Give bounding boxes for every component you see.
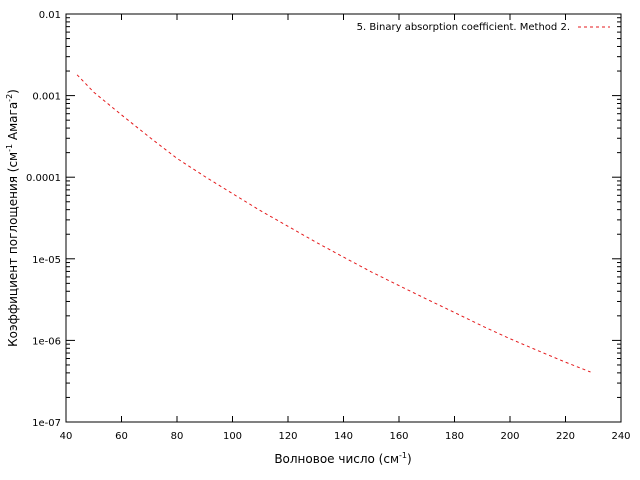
y-axis-title-main: Коэффициент поглощения (см — [6, 152, 20, 347]
x-tick-label: 80 — [171, 431, 184, 442]
series-layer — [76, 74, 591, 373]
y-axis-title-end: ) — [6, 89, 20, 94]
x-tick-label: 120 — [278, 431, 297, 442]
y-axis-title-sup1: -1 — [5, 144, 14, 152]
x-axis-ticks: 40 60 80 100 120 140 160 180 200 220 240 — [60, 14, 631, 442]
y-axis-ticks: 1e-07 1e-06 1e-05 0.0001 0.001 0.01 — [26, 10, 621, 429]
legend-label: 5. Binary absorption coefficient. Method… — [357, 22, 570, 33]
x-axis-title-end: ) — [407, 452, 412, 466]
y-tick-label: 0.001 — [32, 92, 61, 103]
legend: 5. Binary absorption coefficient. Method… — [357, 22, 610, 33]
x-tick-label: 140 — [334, 431, 353, 442]
x-axis-title: Волновое число (см-1) — [274, 451, 411, 466]
x-tick-label: 40 — [60, 431, 73, 442]
y-tick-label: 0.0001 — [26, 173, 61, 184]
x-axis-title-main: Волновое число (см — [274, 452, 399, 466]
y-tick-label: 1e-06 — [32, 336, 61, 347]
plot-area — [65, 13, 622, 423]
x-axis-title-sup: -1 — [399, 451, 407, 460]
x-tick-label: 60 — [115, 431, 128, 442]
plot-frame — [65, 13, 622, 423]
x-tick-label: 160 — [389, 431, 408, 442]
y-tick-label: 1e-05 — [32, 255, 61, 266]
x-tick-label: 240 — [611, 431, 630, 442]
x-tick-label: 180 — [445, 431, 464, 442]
y-axis-title-mid: Амага — [6, 102, 20, 144]
y-axis-title-sup2: -2 — [5, 94, 14, 102]
x-tick-label: 200 — [500, 431, 519, 442]
x-tick-label: 220 — [556, 431, 575, 442]
y-tick-label: 0.01 — [39, 10, 61, 21]
series-line-0 — [76, 74, 591, 373]
y-axis-title: Коэффициент поглощения (см-1 Амага-2) — [5, 89, 20, 347]
x-tick-label: 100 — [223, 431, 242, 442]
y-tick-label: 1e-07 — [32, 418, 61, 429]
